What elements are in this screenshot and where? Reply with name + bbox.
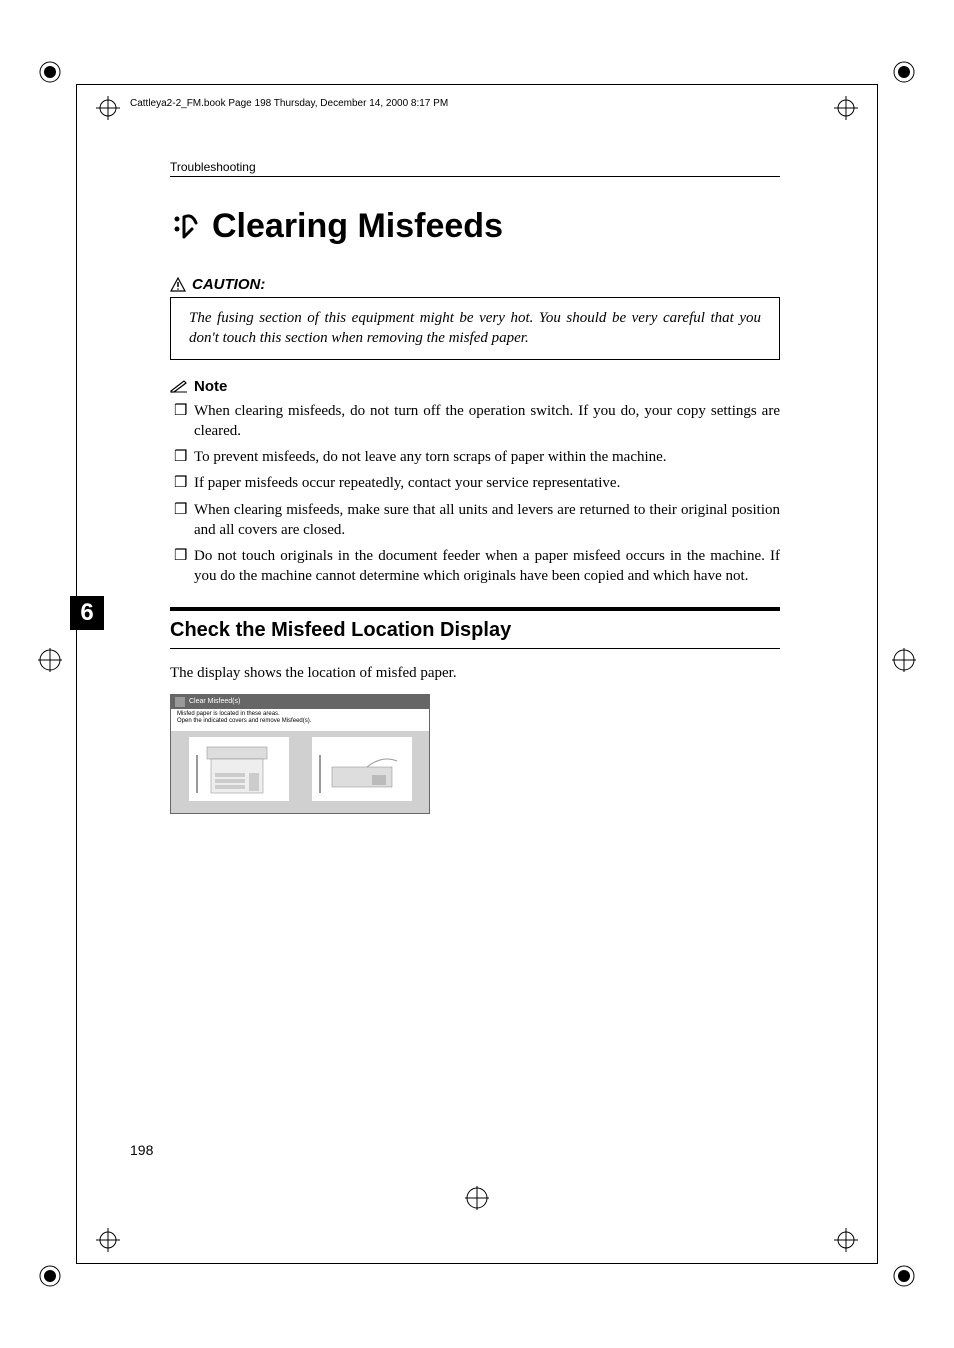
misfeed-icon: [170, 211, 202, 243]
crop-mark-tr: [892, 60, 916, 84]
machine-illustration-left: [189, 737, 289, 801]
section-divider: [170, 607, 780, 611]
register-mark: [834, 1228, 858, 1252]
left-rule: [76, 84, 77, 1264]
book-header-text: Cattleya2-2_FM.book Page 198 Thursday, D…: [130, 98, 448, 109]
page-number: 198: [130, 1142, 153, 1158]
crop-mark-br: [892, 1264, 916, 1288]
section-title: Check the Misfeed Location Display: [170, 619, 780, 649]
diagram-machines: [171, 731, 429, 813]
caution-label-text: CAUTION:: [192, 276, 265, 293]
section-body: The display shows the location of misfed…: [170, 665, 780, 682]
chapter-tab: 6: [70, 596, 104, 630]
register-mark: [834, 96, 858, 120]
diagram-header-text: Clear Misfeed(s): [189, 698, 240, 705]
crop-mark-mr: [892, 648, 916, 672]
title-row: Clearing Misfeeds: [170, 207, 780, 246]
note-item: When clearing misfeeds, make sure that a…: [170, 500, 780, 541]
top-rule: [76, 84, 878, 85]
content-area: Troubleshooting Clearing Misfeeds CAUTIO…: [170, 160, 780, 814]
page-title: Clearing Misfeeds: [212, 207, 503, 246]
diagram-line2: Open the indicated covers and remove Mis…: [177, 718, 423, 726]
bottom-rule: [76, 1263, 878, 1264]
machine-illustration-right: [312, 737, 412, 801]
caution-label: CAUTION:: [170, 276, 780, 293]
caution-box: The fusing section of this equipment mig…: [170, 297, 780, 360]
register-mark: [96, 96, 120, 120]
section-header: Troubleshooting: [170, 160, 780, 177]
note-item: To prevent misfeeds, do not leave any to…: [170, 447, 780, 467]
note-row: Note: [170, 378, 780, 395]
note-pencil-icon: [170, 379, 188, 393]
right-rule: [877, 84, 878, 1264]
diagram-instructions: Misfed paper is located in these areas. …: [171, 709, 429, 731]
crop-mark-ml: [38, 648, 62, 672]
note-item: If paper misfeeds occur repeatedly, cont…: [170, 473, 780, 493]
crop-mark-bl: [38, 1264, 62, 1288]
note-label: Note: [194, 378, 227, 395]
misfeed-display-diagram: Clear Misfeed(s) Misfed paper is located…: [170, 694, 430, 814]
diagram-header: Clear Misfeed(s): [171, 695, 429, 709]
register-mark: [96, 1228, 120, 1252]
note-list: When clearing misfeeds, do not turn off …: [170, 401, 780, 587]
caution-triangle-icon: [170, 277, 186, 293]
diagram-line1: Misfed paper is located in these areas.: [177, 711, 423, 719]
chapter-number: 6: [80, 599, 93, 627]
crop-mark-tl: [38, 60, 62, 84]
note-item: Do not touch originals in the document f…: [170, 546, 780, 587]
diagram-header-icon: [175, 697, 185, 707]
note-item: When clearing misfeeds, do not turn off …: [170, 401, 780, 442]
crop-mark-bm: [465, 1186, 489, 1210]
